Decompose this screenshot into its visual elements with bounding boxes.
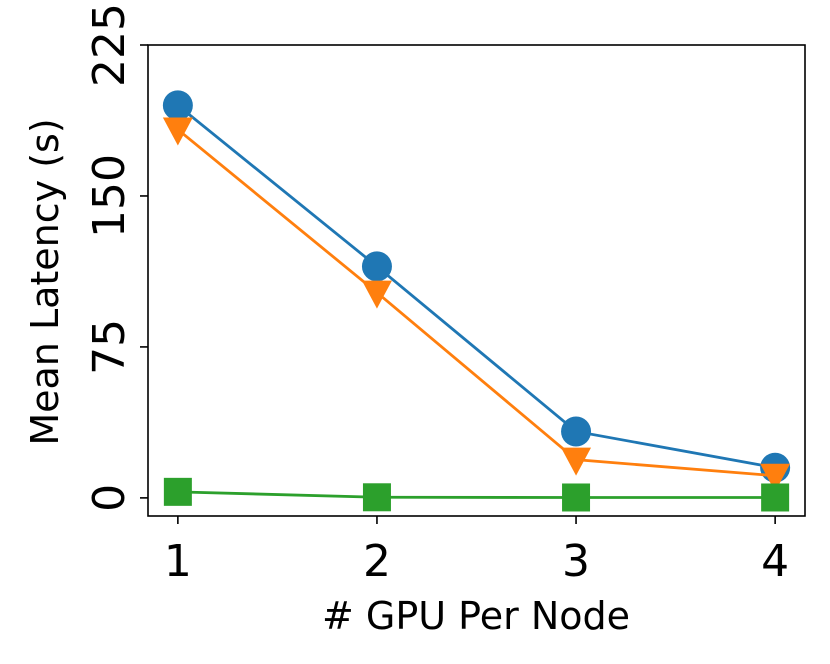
data-point-circle: [162, 90, 193, 121]
data-point-square: [163, 477, 192, 506]
plot-frame: [147, 44, 806, 517]
series-line: [176, 104, 776, 470]
series-layer: [162, 90, 791, 512]
data-point-circle: [361, 251, 392, 282]
series-line: [177, 490, 776, 499]
data-point-triangle: [760, 463, 791, 492]
data-point-square: [362, 483, 391, 512]
x-tick-label: 2: [363, 536, 391, 587]
data-point-square: [562, 483, 591, 512]
y-axis-label: Mean Latency (s): [23, 118, 67, 445]
data-point-triangle: [361, 280, 392, 309]
series-2: [162, 117, 791, 492]
x-tick-label: 1: [164, 536, 192, 587]
x-tick-label: 4: [761, 536, 789, 587]
data-point-square: [761, 483, 790, 512]
x-tick-label: 3: [562, 536, 590, 587]
data-point-triangle: [162, 117, 193, 146]
y-tick-label: 75: [84, 319, 135, 375]
ticks-layer: 1 2 3 4 0 75 150 225: [84, 3, 789, 587]
x-axis-label: # GPU Per Node: [322, 594, 630, 638]
data-point-circle: [561, 416, 592, 447]
y-tick-label: 150: [84, 154, 135, 238]
series-1: [162, 90, 791, 483]
series-line: [176, 128, 776, 478]
y-tick-label: 225: [84, 3, 135, 87]
series-3: [163, 477, 790, 512]
y-tick-label: 0: [84, 484, 135, 512]
data-point-triangle: [561, 447, 592, 476]
